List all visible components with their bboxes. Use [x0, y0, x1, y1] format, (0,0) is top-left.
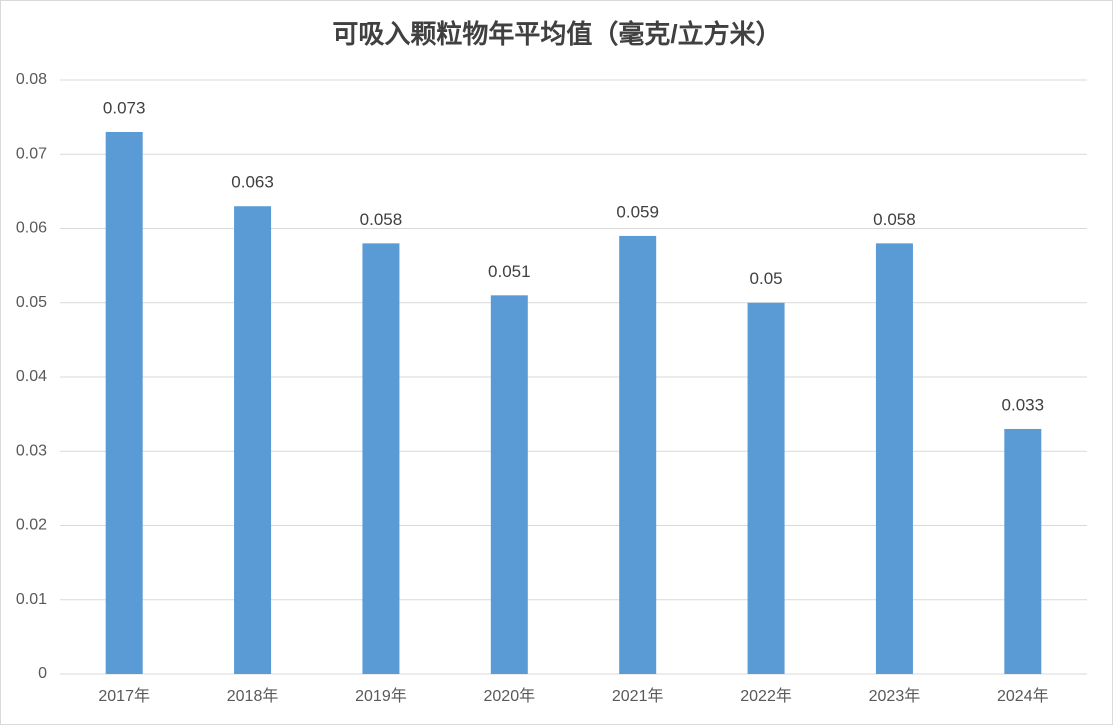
- x-tick-label: 2018年: [227, 687, 279, 705]
- y-tick-label: 0.02: [16, 517, 47, 534]
- x-tick-label: 2023年: [869, 687, 921, 705]
- x-tick-label: 2017年: [98, 687, 150, 705]
- bar: [362, 243, 400, 674]
- bar: [490, 295, 528, 674]
- value-label: 0.058: [360, 210, 403, 229]
- bar: [105, 131, 143, 675]
- x-tick-label: 2021年: [612, 687, 664, 705]
- value-label: 0.059: [616, 202, 659, 221]
- y-tick-label: 0.05: [16, 294, 47, 311]
- bar: [619, 235, 657, 675]
- bar: [234, 206, 272, 674]
- value-label: 0.051: [488, 262, 531, 281]
- value-label: 0.033: [1002, 395, 1045, 414]
- y-tick-label: 0: [38, 665, 47, 682]
- bar: [875, 243, 913, 674]
- x-tick-label: 2020年: [484, 687, 536, 705]
- y-tick-label: 0.07: [16, 145, 47, 162]
- y-tick-label: 0.08: [16, 71, 47, 88]
- bar: [1004, 428, 1042, 674]
- value-label: 0.073: [103, 98, 146, 117]
- x-tick-label: 2024年: [997, 687, 1049, 705]
- value-label: 0.05: [750, 269, 783, 288]
- bar: [747, 302, 785, 674]
- value-label: 0.063: [231, 173, 274, 192]
- x-tick-label: 2022年: [740, 687, 792, 705]
- chart-title: 可吸入颗粒物年平均值（毫克/立方米）: [332, 19, 781, 49]
- y-tick-label: 0.03: [16, 442, 47, 459]
- x-tick-label: 2019年: [355, 687, 407, 705]
- value-label: 0.058: [873, 210, 916, 229]
- y-tick-label: 0.04: [16, 368, 47, 385]
- y-tick-label: 0.06: [16, 220, 47, 237]
- y-tick-label: 0.01: [16, 591, 47, 608]
